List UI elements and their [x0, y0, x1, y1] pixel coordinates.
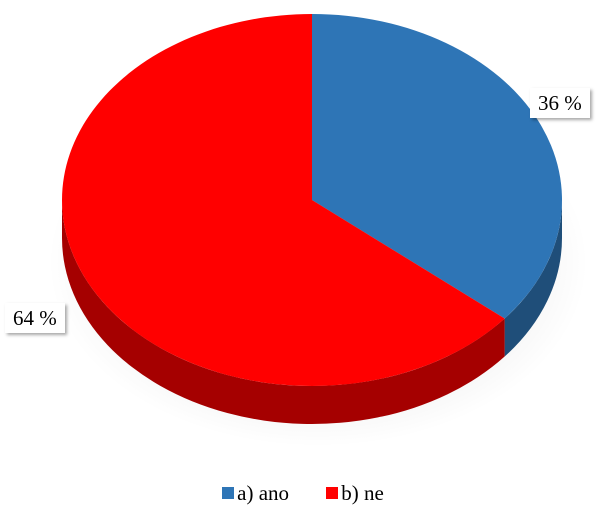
legend-label-ne: b) ne — [341, 480, 384, 505]
pie-slice-ano — [312, 14, 562, 319]
pie-side-ne — [62, 200, 505, 424]
legend-item-ne: b) ne — [326, 481, 384, 506]
legend-item-ano: a) ano — [222, 481, 289, 506]
data-label-ano: 36 % — [530, 88, 590, 118]
pie-side-ano — [504, 200, 562, 357]
pie-slice-ne — [61, 14, 505, 387]
legend-swatch-ne — [326, 487, 339, 499]
legend-swatch-ano — [222, 487, 235, 499]
legend-label-ano: a) ano — [237, 480, 290, 505]
legend: a) ano b) ne — [0, 480, 606, 506]
data-label-ne: 64 % — [5, 303, 65, 333]
